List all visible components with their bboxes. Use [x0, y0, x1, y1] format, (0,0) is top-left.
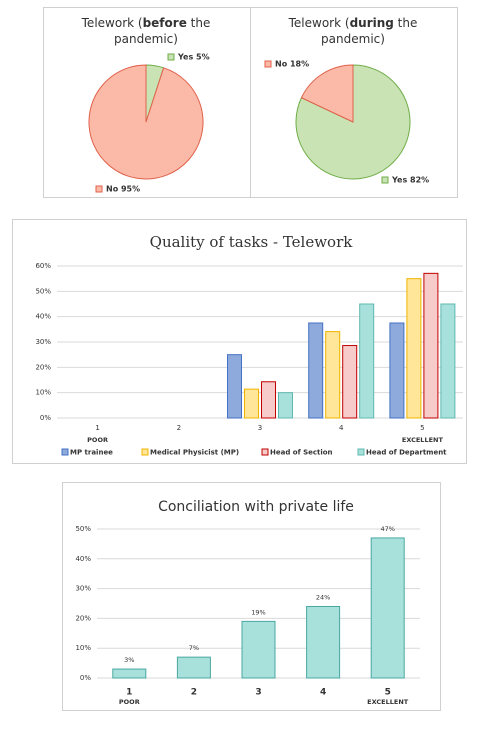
x-tick-label: 3 [258, 424, 262, 432]
x-tick-label: 3 [255, 688, 261, 698]
y-tick-label: 10% [35, 389, 51, 397]
bar [261, 381, 276, 419]
y-tick-label: 50% [35, 287, 51, 295]
legend-label: MP trainee [70, 449, 113, 457]
y-tick-label: 30% [75, 585, 91, 593]
x-tick-note: EXCELLENT [402, 436, 444, 444]
data-label: No 95% [106, 185, 140, 194]
y-tick-label: 40% [35, 313, 51, 321]
y-tick-label: 40% [75, 555, 91, 563]
bar [176, 656, 211, 679]
x-tick-label: 1 [126, 688, 132, 698]
title-part: pandemic) [114, 32, 178, 46]
bar [440, 303, 456, 419]
x-tick-label: 4 [339, 424, 344, 432]
bar [423, 272, 439, 419]
bar [406, 278, 422, 419]
data-label: 47% [380, 525, 394, 533]
data-label: Yes 82% [391, 176, 429, 185]
x-tick-label: 1 [95, 424, 99, 432]
legend-swatch [61, 448, 69, 456]
pie-slice [300, 64, 354, 123]
bar [342, 345, 358, 419]
legend-label: Medical Physicist (MP) [150, 449, 239, 457]
x-tick-label: 2 [177, 424, 181, 432]
chart-title: Quality of tasks - Telework [150, 233, 354, 251]
y-tick-label: 10% [75, 644, 91, 652]
label-marker [264, 60, 272, 68]
bar [308, 322, 324, 419]
title-part: the [394, 16, 418, 30]
bar [244, 388, 259, 419]
chart-title: Conciliation with private life [158, 499, 354, 515]
title-part: during [350, 16, 394, 30]
data-label: No 18% [275, 60, 309, 69]
y-tick-label: 0% [80, 674, 91, 682]
chart-title: Telework (before the pandemic) [81, 16, 211, 46]
chart-title: Telework (during the pandemic) [288, 16, 418, 46]
y-tick-label: 20% [35, 363, 51, 371]
y-tick-label: 60% [35, 262, 51, 270]
x-tick-label: 4 [320, 688, 326, 698]
title-part: the [187, 16, 211, 30]
bar [389, 322, 405, 419]
y-tick-label: 20% [75, 614, 91, 622]
legend-swatch [261, 448, 269, 456]
chart-panel [12, 219, 467, 464]
legend-label: Head of Department [366, 449, 447, 457]
label-marker [381, 176, 389, 184]
x-tick-label: 2 [191, 688, 197, 698]
y-tick-label: 50% [75, 525, 91, 533]
pie-slice [295, 64, 411, 180]
x-tick-note: POOR [119, 698, 140, 706]
y-tick-label: 0% [40, 414, 51, 422]
legend-label: Head of Section [270, 449, 333, 457]
x-tick-note: EXCELLENT [367, 698, 409, 706]
bar [278, 392, 293, 419]
legend-swatch [357, 448, 365, 456]
title-part: Telework ( [288, 16, 350, 30]
x-tick-note: POOR [87, 436, 108, 444]
bar [112, 668, 147, 679]
y-tick-label: 30% [35, 338, 51, 346]
data-label: 7% [189, 644, 199, 652]
bar [227, 354, 242, 419]
bar [359, 303, 375, 419]
data-label: Yes 5% [177, 53, 210, 62]
legend-swatch [141, 448, 149, 456]
title-part: pandemic) [321, 32, 385, 46]
bar [325, 331, 341, 419]
label-marker [95, 185, 103, 193]
chart-panel [62, 482, 441, 711]
title-part: Telework ( [81, 16, 143, 30]
data-label: 24% [316, 593, 330, 601]
title-part: before [143, 16, 187, 30]
data-label: 19% [251, 608, 265, 616]
bar [306, 605, 341, 679]
pie-slice [88, 64, 204, 180]
data-label: 3% [124, 656, 134, 664]
bar [370, 537, 405, 679]
bar [241, 620, 276, 679]
x-tick-label: 5 [385, 688, 391, 698]
label-marker [167, 53, 175, 61]
x-tick-label: 5 [420, 424, 424, 432]
